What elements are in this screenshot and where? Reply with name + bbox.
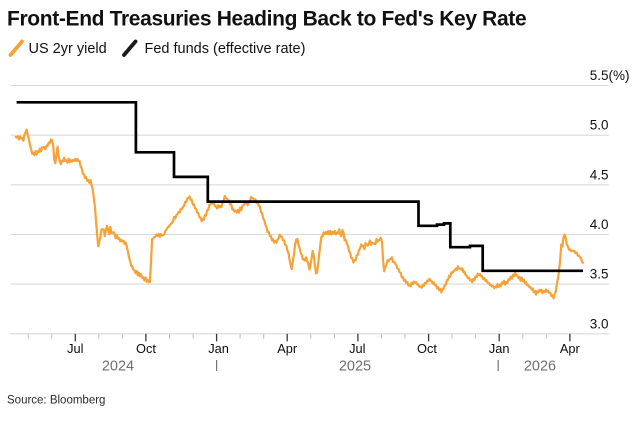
svg-text:2026: 2026	[524, 359, 556, 375]
svg-text:4.0: 4.0	[590, 217, 609, 232]
svg-text:Source: Bloomberg: Source: Bloomberg	[7, 395, 105, 407]
svg-text:Jan: Jan	[489, 341, 510, 356]
svg-text:4.5: 4.5	[590, 167, 609, 182]
svg-text:Jul: Jul	[349, 341, 365, 356]
svg-text:Jan: Jan	[208, 341, 229, 356]
svg-text:(%): (%)	[609, 68, 630, 83]
svg-text:Apr: Apr	[277, 341, 298, 356]
svg-text:Apr: Apr	[560, 341, 581, 356]
svg-text:3.5: 3.5	[590, 267, 609, 282]
svg-text:2024: 2024	[102, 359, 134, 375]
svg-text:Jul: Jul	[67, 341, 83, 356]
svg-text:Fed funds (effective rate): Fed funds (effective rate)	[145, 41, 306, 57]
svg-text:2025: 2025	[339, 359, 371, 375]
svg-text:3.0: 3.0	[590, 316, 609, 331]
svg-text:Oct: Oct	[136, 341, 156, 356]
svg-text:Oct: Oct	[417, 341, 437, 356]
svg-text:5.5: 5.5	[590, 68, 609, 83]
svg-text:US 2yr yield: US 2yr yield	[29, 41, 107, 57]
svg-text:Front-End Treasuries Heading B: Front-End Treasuries Heading Back to Fed…	[7, 7, 526, 30]
svg-text:5.0: 5.0	[590, 118, 609, 133]
